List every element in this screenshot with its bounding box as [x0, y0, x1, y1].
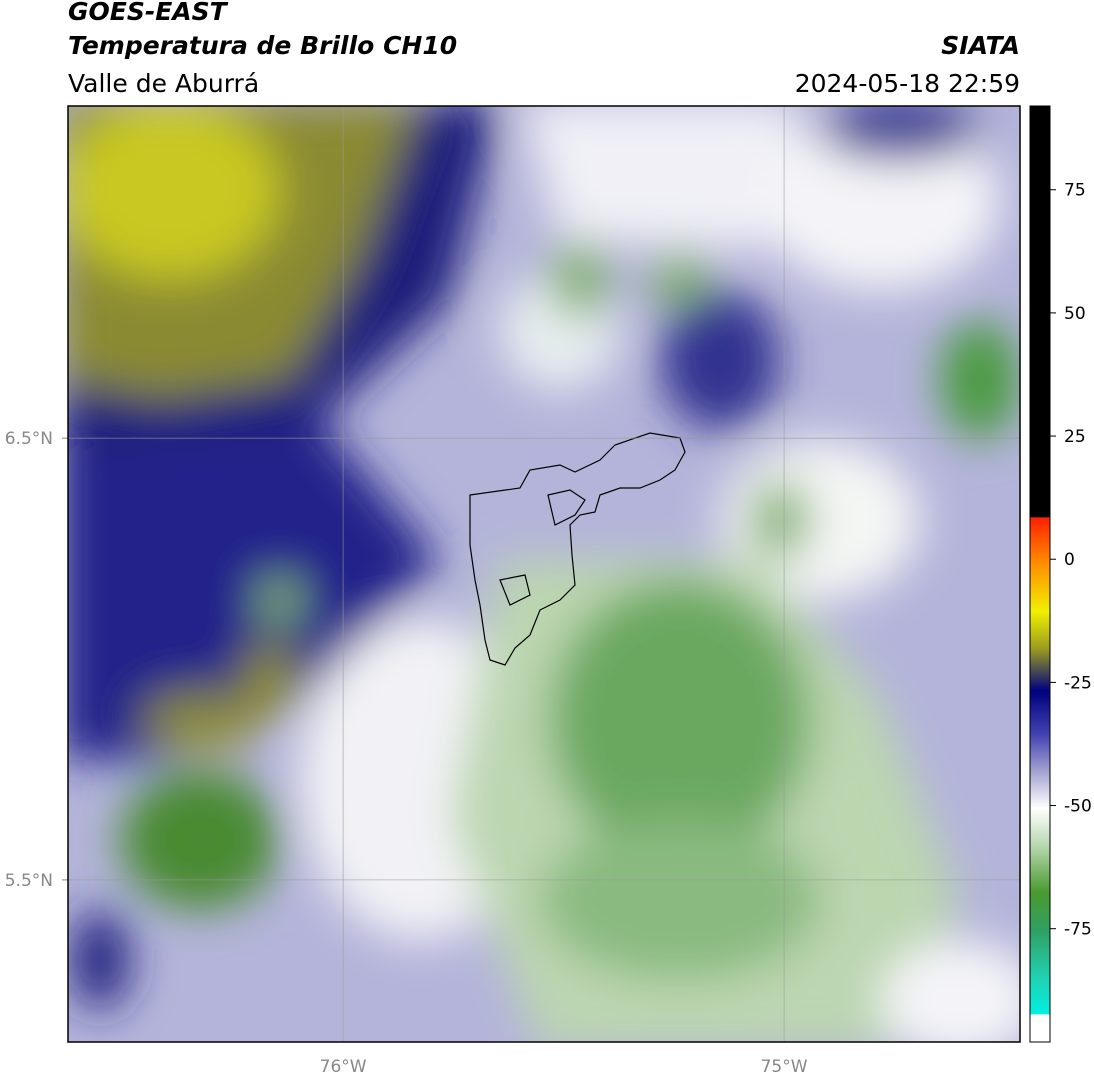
colorbar-label: 0	[1064, 550, 1075, 570]
lat-label: 5.5°N	[5, 871, 53, 891]
datetime: 2024-05-18 22:59	[795, 69, 1020, 98]
colorbar-label: 50	[1064, 304, 1086, 324]
colorbar-label: -50	[1064, 797, 1092, 817]
lon-label: 76°W	[320, 1057, 367, 1077]
colorbar	[1029, 105, 1051, 1043]
graticule: 76°W 75°W 6.5°N 5.5°N	[5, 106, 1020, 1077]
lat-label: 6.5°N	[5, 429, 53, 449]
satellite-image	[68, 106, 1020, 1042]
subtitle: Temperatura de Brillo CH10	[68, 31, 457, 60]
agency: SIATA	[941, 31, 1020, 60]
colorbar-label: -75	[1064, 920, 1092, 940]
lon-label: 75°W	[761, 1057, 808, 1077]
colorbar-ticks: 75 50 25 0 -25 -50 -75	[1050, 181, 1092, 940]
title: GOES-EAST	[68, 0, 229, 26]
colorbar-label: 75	[1064, 181, 1086, 201]
colorbar-label: 25	[1064, 427, 1086, 447]
map-frame	[67, 105, 1021, 1043]
region: Valle de Aburrá	[68, 69, 259, 98]
colorbar-label: -25	[1064, 673, 1092, 693]
